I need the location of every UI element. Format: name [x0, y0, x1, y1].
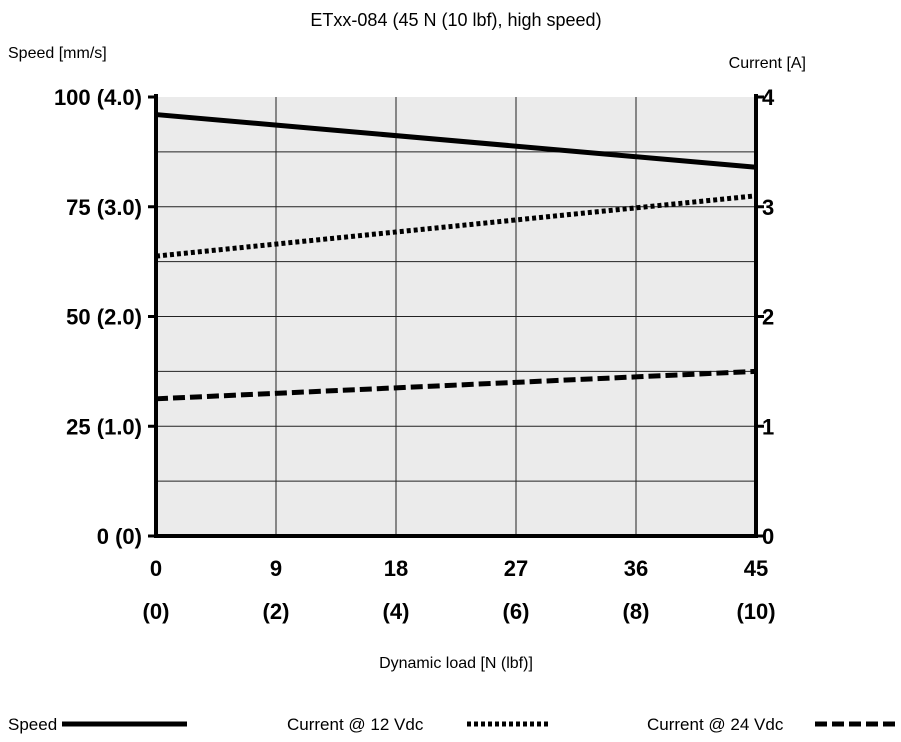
grid [156, 97, 756, 536]
legend-label: Current @ 12 Vdc [287, 715, 424, 734]
axes [148, 94, 764, 538]
x-tick-label-secondary: (2) [263, 599, 290, 624]
x-tick-label: 18 [384, 556, 408, 581]
x-axis-label: Dynamic load [N (lbf)] [379, 655, 533, 672]
series-line-current-24-vdc [155, 368, 757, 402]
x-tick-label: 9 [270, 556, 282, 581]
x-tick-label-secondary: (0) [143, 599, 170, 624]
x-tick-label-secondary: (8) [623, 599, 650, 624]
y-right-tick-label: 1 [762, 414, 774, 439]
x-tick-label: 27 [504, 556, 528, 581]
y-right-tick-label: 3 [762, 195, 774, 220]
x-tick-label-secondary: (6) [503, 599, 530, 624]
y-right-tick-label: 2 [762, 305, 774, 330]
x-tick-label-secondary: (10) [736, 599, 775, 624]
y-left-tick-label: 100 (4.0) [54, 85, 142, 110]
y-left-tick-label: 25 (1.0) [66, 414, 142, 439]
legend: Speed Current @ 12 Vdc Current @ 24 Vdc [8, 715, 900, 734]
x-tick-label: 45 [744, 556, 768, 581]
y-left-tick-label: 75 (3.0) [66, 195, 142, 220]
series-line-speed [155, 112, 757, 170]
chart-title: ETxx-084 (45 N (10 lbf), high speed) [310, 10, 601, 30]
y-right-tick-label: 4 [762, 85, 775, 110]
x-tick-label: 0 [150, 556, 162, 581]
y-axis-right-label: Current [A] [729, 55, 806, 72]
tick-labels: 0 (0) 25 (1.0) 50 (2.0) 75 (3.0) 100 (4.0) 0 1… [54, 85, 776, 624]
series-line-current-12-vdc [155, 193, 757, 259]
legend-label: Current @ 24 Vdc [647, 715, 784, 734]
y-right-tick-label: 0 [762, 524, 774, 549]
y-left-tick-label: 0 (0) [97, 524, 142, 549]
legend-label: Speed [8, 715, 57, 734]
x-tick-label-secondary: (4) [383, 599, 410, 624]
x-tick-label: 36 [624, 556, 648, 581]
y-left-tick-label: 50 (2.0) [66, 305, 142, 330]
series-lines [155, 112, 757, 402]
y-axis-left-label: Speed [mm/s] [8, 45, 107, 62]
